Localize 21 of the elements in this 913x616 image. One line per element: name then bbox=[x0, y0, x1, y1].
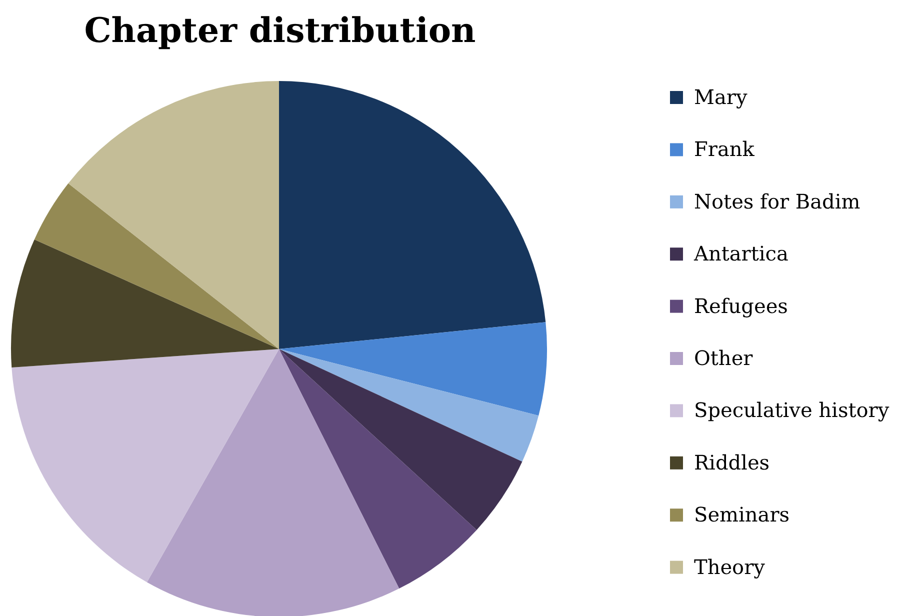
legend-label: Refugees bbox=[694, 294, 788, 318]
pie-slice bbox=[34, 183, 279, 349]
pie-slice bbox=[68, 81, 279, 349]
pie-slice bbox=[12, 349, 279, 582]
legend-label: Notes for Badim bbox=[694, 189, 860, 214]
legend-label: Mary bbox=[694, 85, 748, 109]
legend-label: Other bbox=[694, 346, 754, 370]
legend-label: Seminars bbox=[694, 502, 790, 527]
legend-label: Riddles bbox=[694, 450, 770, 474]
legend-label: Frank bbox=[694, 137, 756, 162]
legend-label: Speculative history bbox=[694, 398, 890, 422]
legend-label: Theory bbox=[694, 554, 766, 579]
pie-slice bbox=[279, 322, 547, 416]
chart-title: Chapter distribution bbox=[84, 11, 476, 51]
legend-label: Antartica bbox=[693, 242, 788, 266]
pie-slice bbox=[279, 349, 539, 462]
pie-slice bbox=[279, 349, 477, 589]
pie-slice bbox=[279, 349, 522, 530]
pie-slice bbox=[11, 239, 279, 368]
pie-slice bbox=[279, 81, 546, 349]
pie-slice bbox=[146, 349, 400, 616]
